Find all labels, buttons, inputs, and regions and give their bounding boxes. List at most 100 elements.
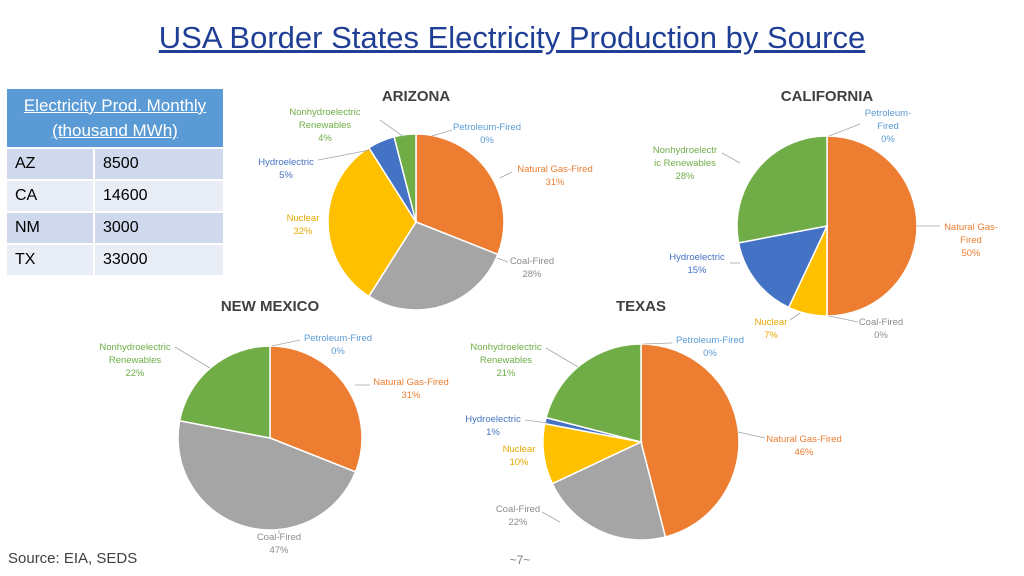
leader-line — [642, 342, 673, 345]
data-label-name: Nuclear — [287, 213, 320, 224]
pie-slice-nonhydroelectric-renewables — [393, 133, 417, 223]
data-label-pct: 22% — [125, 368, 145, 379]
data-label-pct: 46% — [794, 447, 814, 458]
data-label-name: Coal-Fired — [257, 532, 301, 543]
data-label-name: Nonhydroelectric — [99, 342, 171, 353]
data-label-name: Hydroelectric — [465, 414, 521, 425]
data-label-name: Fired — [960, 235, 982, 246]
leader-line — [431, 129, 453, 137]
data-label-pct: 22% — [508, 517, 528, 528]
leader-line — [545, 347, 579, 368]
pie-slice-hydroelectric — [737, 224, 829, 309]
pie-slice-natural-gas-fired — [826, 135, 918, 317]
table-header: Electricity Prod. Monthly (thousand MWh) — [7, 89, 223, 148]
data-label-pct: 5% — [279, 170, 293, 181]
data-label-name: Natural Gas-Fired — [517, 164, 593, 175]
pie-slice-coal-fired — [551, 440, 667, 541]
leader-line — [541, 511, 561, 523]
pie-slice-natural-gas-fired — [269, 345, 363, 473]
data-label-pct: 31% — [545, 177, 565, 188]
state-cell: NM — [7, 211, 95, 244]
chart-title: TEXAS — [616, 298, 666, 315]
data-label-name: Hydroelectric — [258, 157, 314, 168]
pie-slice-nonhydroelectric-renewables — [736, 135, 828, 244]
pie-slice-natural-gas-fired — [415, 133, 505, 256]
data-label-name: ic Renewables — [654, 158, 716, 169]
leader-line — [721, 152, 741, 164]
data-label-pct: 32% — [293, 226, 313, 237]
chart-title: NEW MEXICO — [221, 298, 320, 315]
state-cell: TX — [7, 243, 95, 275]
data-label-pct: 47% — [269, 545, 289, 556]
state-cell: CA — [7, 179, 95, 212]
data-label-pct: 15% — [687, 265, 707, 276]
data-label-name: Petroleum-Fired — [453, 122, 521, 133]
leader-line — [174, 346, 211, 369]
data-label-pct: 31% — [401, 390, 421, 401]
data-label-pct: 28% — [522, 269, 542, 280]
data-label-name: Petroleum- — [865, 108, 911, 119]
table-row: CA 14600 — [7, 179, 223, 212]
data-label-name: Coal-Fired — [510, 256, 554, 267]
chart-title: ARIZONA — [382, 88, 450, 105]
data-label-name: Hydroelectric — [669, 252, 725, 263]
data-label-pct: 0% — [874, 330, 888, 341]
data-label-name: Nonhydroelectric — [289, 107, 361, 118]
pie-slice-nonhydroelectric-renewables — [545, 343, 642, 443]
leader-line — [828, 315, 859, 323]
leader-line — [789, 312, 801, 321]
data-label-name: Renewables — [299, 120, 352, 131]
table-row: TX 33000 — [7, 243, 223, 275]
data-label-name: Renewables — [480, 355, 533, 366]
table-header-row: Electricity Prod. Monthly (thousand MWh) — [7, 89, 223, 148]
production-table: Electricity Prod. Monthly (thousand MWh)… — [7, 89, 223, 275]
data-label-pct: 0% — [331, 346, 345, 357]
data-label-name: Fired — [877, 121, 899, 132]
leader-line — [524, 419, 549, 424]
state-cell: AZ — [7, 147, 95, 180]
data-label-name: Natural Gas-Fired — [373, 377, 449, 388]
pie-slice-nuclear — [327, 146, 417, 298]
data-label-name: Nonhydroelectric — [470, 342, 542, 353]
data-label-name: Petroleum-Fired — [304, 333, 372, 344]
data-label-pct: 1% — [486, 427, 500, 438]
leader-line — [379, 119, 405, 138]
pie-slice-nonhydroelectric-renewables — [178, 345, 271, 439]
pie-slice-coal-fired — [177, 419, 357, 531]
leader-line — [828, 123, 861, 137]
pie-slice-coal-fired — [367, 221, 499, 311]
leader-line — [271, 339, 301, 347]
data-label-name: Nuclear — [503, 444, 536, 455]
leader-line — [317, 149, 371, 161]
leader-line — [496, 257, 509, 263]
value-cell: 3000 — [94, 211, 223, 244]
data-label-name: Natural Gas-Fired — [766, 434, 842, 445]
chart-title: CALIFORNIA — [781, 88, 874, 105]
page-title: USA Border States Electricity Production… — [158, 20, 866, 55]
data-label-pct: 4% — [318, 133, 332, 144]
data-label-pct: 7% — [764, 330, 778, 341]
leader-line — [499, 171, 513, 179]
value-cell: 8500 — [94, 147, 223, 180]
table-row: NM 3000 — [7, 211, 223, 244]
data-label-pct: 0% — [480, 135, 494, 146]
value-cell: 14600 — [94, 179, 223, 212]
data-label-name: Coal-Fired — [859, 317, 903, 328]
data-label-name: Petroleum-Fired — [676, 335, 744, 346]
page-number: ~7~ — [509, 553, 531, 567]
data-label-pct: 50% — [961, 248, 981, 259]
data-label-name: Natural Gas- — [944, 222, 998, 233]
leader-line — [737, 431, 766, 439]
data-label-name: Nuclear — [755, 317, 788, 328]
data-label-name: Coal-Fired — [496, 504, 540, 515]
data-label-name: Renewables — [109, 355, 162, 366]
data-label-pct: 21% — [496, 368, 516, 379]
source-note: Source: EIA, SEDS — [8, 550, 138, 567]
data-label-name: Nonhydroelectr — [653, 145, 717, 156]
data-label-pct: 28% — [675, 171, 695, 182]
data-label-pct: 10% — [509, 457, 529, 468]
data-label-pct: 0% — [703, 348, 717, 359]
value-cell: 33000 — [94, 243, 223, 275]
pie-slice-natural-gas-fired — [640, 343, 740, 538]
